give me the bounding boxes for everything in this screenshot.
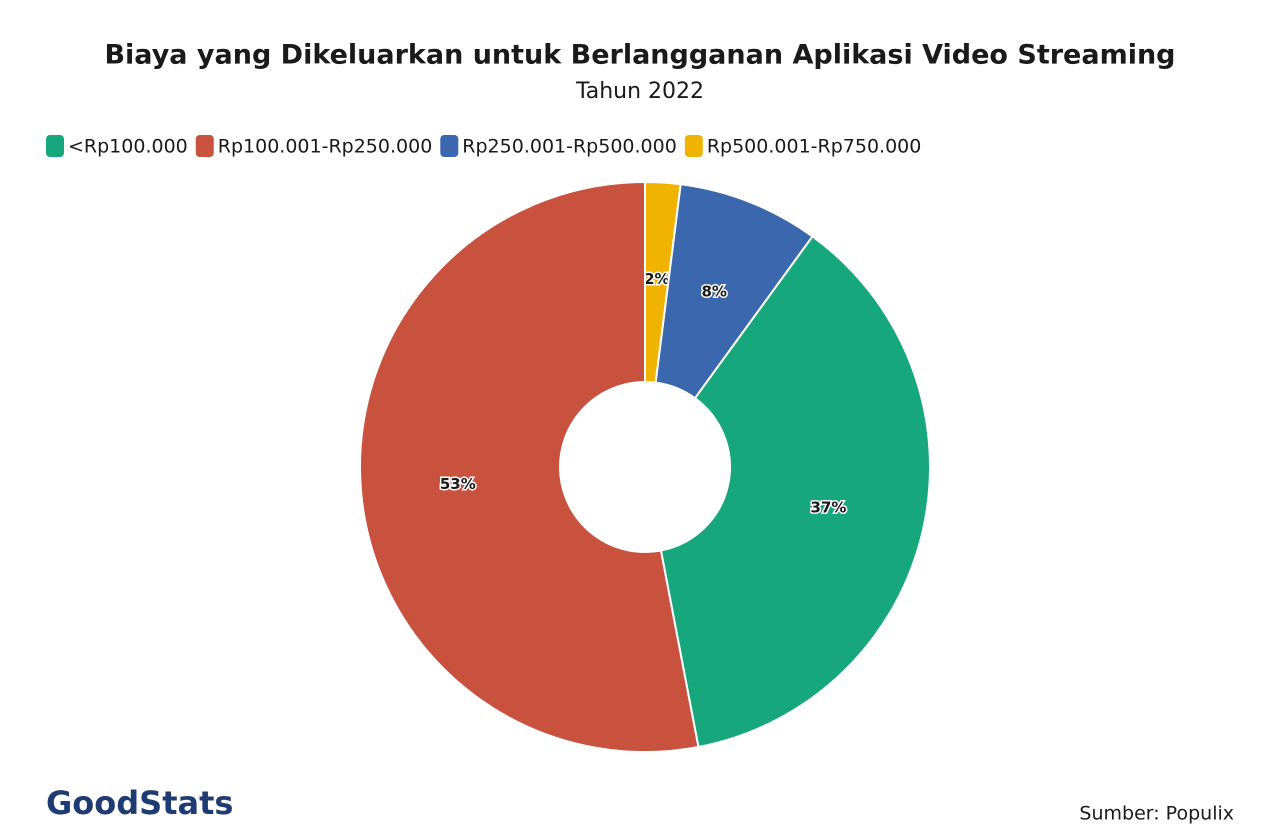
data-label: 53% — [440, 475, 476, 493]
legend-swatch — [195, 135, 214, 157]
donut-slice — [359, 180, 700, 753]
legend-label: Rp100.001-Rp250.000 — [218, 136, 433, 158]
chart-subtitle: Tahun 2022 — [575, 79, 704, 104]
legend-swatch — [46, 135, 64, 157]
source: Sumber: Populix — [1079, 803, 1234, 825]
legend-label: Rp250.001-Rp500.000 — [462, 136, 677, 158]
donut-slice — [659, 235, 931, 749]
legend-label: <Rp100.000 — [68, 136, 188, 158]
data-label: 37% — [811, 499, 847, 517]
legend-swatch — [684, 135, 703, 157]
data-label: 2% — [644, 270, 669, 288]
donut-slice — [654, 183, 814, 400]
legend-label: Rp500.001-Rp750.000 — [707, 136, 922, 158]
chart-title: Biaya yang Dikeluarkan untuk Berlanggana… — [104, 40, 1175, 71]
logo: GoodStats — [46, 784, 233, 822]
legend-swatch — [440, 135, 459, 157]
data-label: 8% — [701, 283, 726, 301]
